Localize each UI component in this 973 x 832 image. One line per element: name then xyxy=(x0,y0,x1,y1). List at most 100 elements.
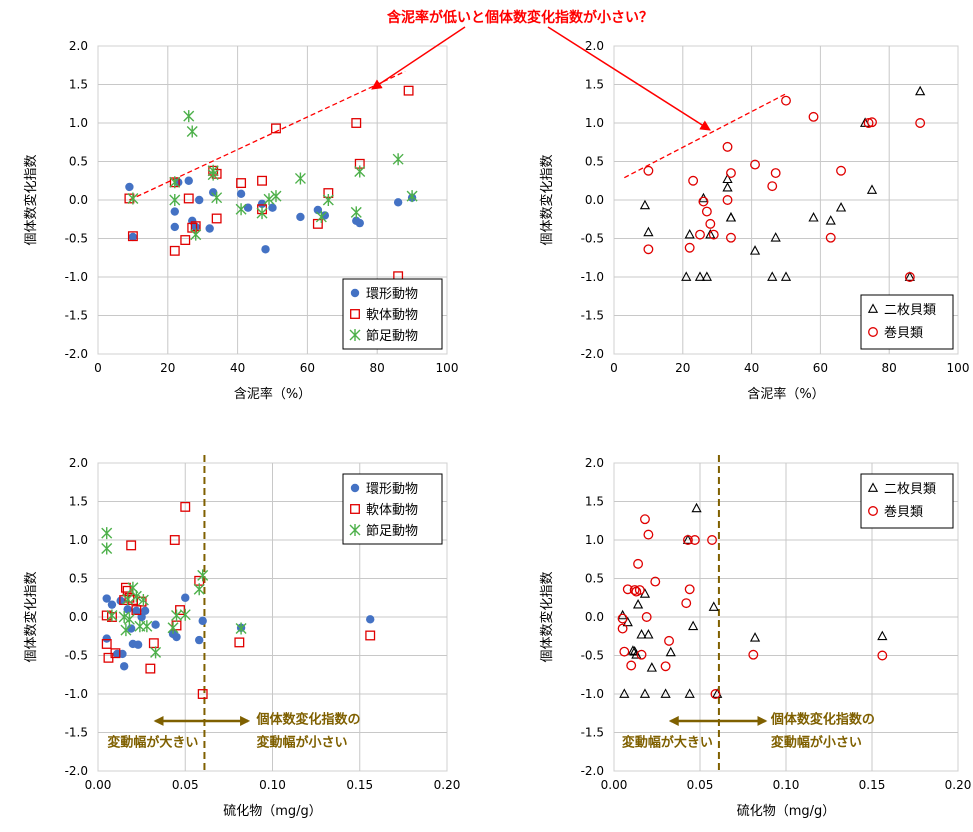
data-point xyxy=(263,193,275,206)
data-point xyxy=(619,646,630,657)
data-point xyxy=(133,640,143,649)
data-point xyxy=(236,189,246,199)
data-point xyxy=(867,117,877,128)
data-point xyxy=(808,111,819,122)
legend-label: 環形動物 xyxy=(366,482,418,497)
series-circle-open xyxy=(643,95,926,282)
chart-top-right: 0 20 40 60 80 100 2.0 1.5 1.0 0.5 0.0 -0.5 -1.0 -1.5 -… xyxy=(539,39,969,402)
data-point xyxy=(629,585,640,596)
y-tick-label: -1.5 xyxy=(65,726,88,740)
data-point xyxy=(694,271,706,281)
data-point xyxy=(748,649,759,660)
y-tick-label: 0.0 xyxy=(69,193,88,207)
legend-label: 軟体動物 xyxy=(366,307,418,323)
data-point xyxy=(770,232,781,242)
y-tick-label: 0.0 xyxy=(69,610,88,624)
y-tick-label: -2.0 xyxy=(65,764,88,778)
data-point xyxy=(619,688,630,698)
y-axis-label: 個体数変化指数 xyxy=(23,571,39,662)
legend-box xyxy=(860,473,954,529)
data-point xyxy=(116,596,125,606)
data-point xyxy=(698,196,709,207)
y-tick-label: -1.0 xyxy=(65,270,88,284)
data-point xyxy=(313,205,323,215)
data-point xyxy=(351,118,362,128)
data-point xyxy=(689,535,700,545)
legend-marker xyxy=(350,288,360,298)
data-point xyxy=(235,203,247,216)
y-tick-label: 0.5 xyxy=(69,572,88,586)
x-tick-label: 40 xyxy=(744,361,759,375)
data-point xyxy=(393,198,403,207)
data-point xyxy=(392,153,404,166)
data-point xyxy=(705,218,716,229)
data-point xyxy=(110,648,121,659)
data-point xyxy=(127,192,139,205)
y-tick-label: -1.5 xyxy=(581,309,604,323)
data-point xyxy=(197,689,208,699)
data-point xyxy=(183,110,195,123)
series-circle-open xyxy=(617,514,888,699)
data-point xyxy=(710,689,721,699)
y-tick-label: 0.0 xyxy=(585,610,604,624)
data-point xyxy=(180,235,191,245)
data-point xyxy=(646,662,657,672)
y-tick-label: -1.5 xyxy=(65,309,88,323)
data-point xyxy=(256,207,268,220)
x-tick-label: 0.05 xyxy=(687,778,714,792)
data-point xyxy=(650,576,661,587)
data-point xyxy=(186,125,198,138)
data-point xyxy=(781,95,791,106)
data-point xyxy=(296,212,305,222)
annotation-small-variation-line1: 個体数変化指数の xyxy=(770,711,875,727)
data-point xyxy=(726,232,736,243)
data-point xyxy=(205,224,214,233)
data-point xyxy=(127,231,138,242)
data-point xyxy=(665,646,676,657)
y-tick-label: -0.5 xyxy=(65,232,88,246)
data-point xyxy=(749,632,761,642)
data-point xyxy=(181,593,190,602)
y-tick-label: 2.0 xyxy=(585,456,604,470)
chart-bottom-left: 0.00 0.05 0.10 0.15 0.20 2.0 1.5 1.0 0.5 0.0 -0.5 -… xyxy=(23,455,460,819)
data-point xyxy=(170,207,179,216)
chart-panels: 0 20 40 60 80 100 2.0 1.5 1.0 0.5 0.0 -0.5 -1.0 -1.5 -… xyxy=(23,39,971,819)
data-point xyxy=(664,635,674,646)
x-tick-label: 0 xyxy=(94,361,102,375)
data-point xyxy=(171,609,183,622)
chart-top-left: 0 20 40 60 80 100 2.0 1.5 1.0 0.5 0.0 -0.5 -1.0 -1.5 -… xyxy=(23,39,458,402)
data-point xyxy=(141,620,153,633)
y-tick-label: -0.5 xyxy=(581,649,604,663)
x-tick-label: 0.10 xyxy=(259,778,286,792)
data-point xyxy=(101,639,112,649)
data-point xyxy=(636,629,647,639)
data-point xyxy=(208,188,218,197)
y-tick-label: 1.0 xyxy=(69,116,88,130)
y-axis-label: 個体数変化指数 xyxy=(23,154,39,245)
data-point xyxy=(270,190,282,203)
legend-label: 二枚貝類 xyxy=(884,482,936,497)
legend-label: 節足動物 xyxy=(366,524,418,539)
y-tick-label: 1.5 xyxy=(69,78,88,92)
data-point xyxy=(725,212,737,222)
data-point xyxy=(169,176,181,189)
data-point xyxy=(684,228,695,239)
series-circle-filled xyxy=(125,176,417,254)
data-point xyxy=(684,242,695,253)
data-point xyxy=(707,535,717,545)
series-asterisk xyxy=(101,527,247,659)
annotation-small-variation-line2: 変動幅が小さい xyxy=(771,734,862,750)
chart-bottom-right: 0.00 0.05 0.10 0.15 0.20 2.0 1.5 1.0 0.5 0.0 -0.5 -… xyxy=(539,455,971,819)
x-tick-label: 100 xyxy=(436,361,459,375)
x-tick-label: 0.15 xyxy=(859,778,886,792)
data-point xyxy=(136,596,147,607)
y-tick-label: -0.5 xyxy=(65,649,88,663)
series-asterisk xyxy=(127,110,418,241)
data-point xyxy=(179,608,191,621)
x-axis-label: 硫化物（mg/g） xyxy=(737,804,836,819)
trend-line xyxy=(624,93,787,179)
legend-marker xyxy=(350,483,360,493)
data-point xyxy=(169,245,180,256)
data-point xyxy=(877,630,888,641)
